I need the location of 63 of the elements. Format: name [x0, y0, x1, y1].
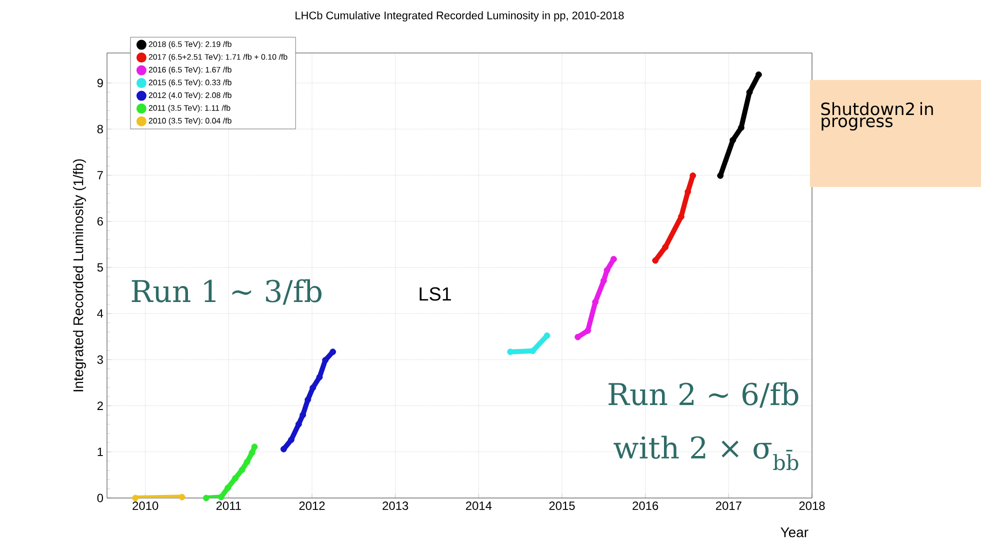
point	[251, 444, 258, 450]
point	[690, 172, 696, 179]
x-tick-label: 2017	[716, 502, 742, 510]
chart-title: LHCb Cumulative Integrated Recorded Luminosity in pp, 2010-2018	[296, 11, 624, 22]
point	[717, 172, 724, 179]
point	[202, 494, 210, 502]
point	[584, 327, 592, 334]
annotation: Run 2 ~ 6/fb	[608, 382, 798, 408]
point	[604, 266, 610, 274]
point	[288, 436, 294, 444]
point	[238, 466, 246, 474]
y-tick-label: 1	[98, 448, 103, 456]
x-tick-label: 2010	[132, 502, 158, 510]
point	[600, 278, 607, 284]
point	[738, 124, 744, 131]
point	[310, 384, 316, 391]
x-tick-label: 2011	[216, 502, 241, 510]
y-tick-label: 7	[97, 171, 103, 180]
point	[730, 136, 736, 144]
x-tick-label: 2015	[549, 502, 575, 510]
point	[218, 494, 224, 500]
point	[178, 494, 186, 500]
y-tick-label: 5	[97, 263, 103, 272]
point	[300, 412, 306, 418]
text: Shutdown2 in progress	[821, 102, 933, 131]
point	[678, 213, 684, 220]
annotation: Run 1 ~ 3/fb	[132, 279, 322, 305]
point	[224, 484, 232, 492]
point	[295, 421, 302, 428]
point	[574, 334, 582, 340]
x-axis-title: Year	[780, 528, 808, 538]
y-axis-title: Integrated Recorded Luminosity (1/fb)	[72, 159, 86, 392]
y-tick-label: 4	[97, 309, 104, 318]
point	[684, 188, 692, 195]
point	[132, 494, 139, 502]
y-tick-label: 9	[97, 78, 103, 88]
point	[304, 396, 312, 403]
point	[232, 474, 239, 482]
point	[330, 348, 336, 356]
x-tick-label: 2014	[466, 502, 492, 510]
y-tick-label: 0	[97, 494, 104, 502]
point	[755, 71, 762, 78]
annotation: LS1	[420, 287, 451, 301]
point	[316, 374, 323, 380]
annotation: with 2 × σ$_{bb̄}$	[614, 436, 798, 470]
point	[610, 256, 617, 262]
x-tick-label: 2018	[799, 502, 825, 510]
x-tick-label: 2016	[632, 502, 658, 510]
point	[248, 450, 256, 456]
point	[280, 446, 287, 452]
point	[662, 244, 669, 250]
point	[652, 257, 659, 264]
point	[322, 356, 329, 364]
y-tick-label: 2	[97, 402, 103, 410]
y-tick-label: 6	[97, 217, 103, 226]
x-tick-label: 2012	[299, 502, 325, 510]
y-tick-label: 8	[97, 124, 103, 134]
y-tick-label: 3	[97, 355, 103, 364]
point	[746, 88, 753, 96]
point	[592, 298, 599, 306]
point	[244, 458, 250, 466]
point	[544, 332, 550, 339]
x-tick-label: 2013	[382, 502, 408, 510]
